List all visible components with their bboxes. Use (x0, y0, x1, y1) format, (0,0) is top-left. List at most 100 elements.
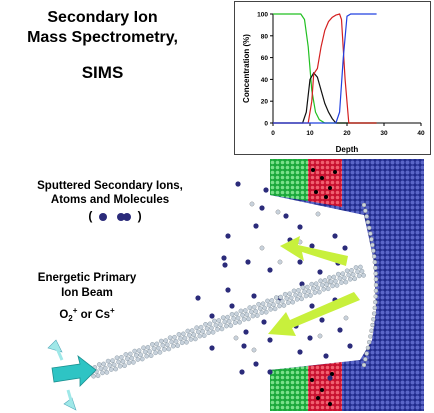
rim-atom (333, 170, 337, 174)
rim-atom (320, 388, 324, 392)
beam-atom (119, 354, 124, 360)
beam-atom (321, 286, 327, 292)
crater-surface-atom (368, 231, 373, 236)
beam-atom (181, 331, 186, 337)
beam-atom (232, 320, 238, 325)
y-tick-label: 0 (264, 121, 268, 128)
beam-atom (176, 332, 182, 337)
beam-atom (150, 342, 155, 347)
beam-atom (148, 353, 154, 358)
beam-atom (271, 302, 276, 307)
sputtered-ion (235, 181, 241, 187)
crater-surface-atom (371, 317, 376, 322)
sputtered-ion (209, 313, 215, 319)
sputtered-ion (225, 233, 231, 239)
rim-atom (328, 186, 332, 190)
crater-surface-atom (363, 357, 368, 362)
beam-atom (339, 280, 344, 285)
beam-atom (231, 316, 236, 321)
single-ion-icon (98, 212, 107, 221)
beam-atom (313, 281, 319, 287)
crater-surface-atom (364, 214, 369, 219)
beam-atom (306, 288, 312, 294)
beam-atom (167, 335, 173, 341)
beam-atom (222, 319, 228, 325)
sputtered-ion (241, 343, 247, 349)
substrate (270, 159, 424, 411)
beam-atom (302, 289, 307, 295)
beam-atom (224, 323, 229, 329)
sputtered-atom (277, 259, 283, 265)
beam-atom (259, 310, 265, 315)
beam-atom (187, 332, 192, 338)
beam-atom (164, 342, 170, 348)
beam-atom (238, 308, 244, 314)
beam-atom (228, 323, 234, 328)
beam-atom (219, 326, 225, 332)
sputtered-ion (337, 327, 343, 333)
beam-atom (318, 278, 323, 284)
beam-label-line-1: Energetic Primary (37, 272, 137, 284)
beam-atom (226, 319, 232, 324)
beam-atom (303, 293, 309, 299)
beam-atom (111, 362, 117, 368)
beam-atom (160, 342, 166, 348)
sputtered-ion (195, 295, 201, 301)
beam-atom (95, 373, 101, 379)
ejection-arrow-lower-icon (268, 292, 360, 336)
sputtered-label-line-2: Atoms and Molecules (50, 194, 170, 206)
series-line-3 (273, 13, 377, 124)
series-line-1 (273, 71, 377, 124)
beam-atom (133, 352, 139, 358)
y-axis-label: Concentration (%) (242, 34, 251, 103)
rim-atom (314, 190, 318, 194)
rim-atom (324, 195, 328, 199)
crater-surface-atom (365, 219, 371, 225)
y-tick-label: 60 (261, 55, 269, 62)
beam-atom (142, 349, 148, 355)
ejection-arrows (268, 236, 360, 336)
molecule-icon-b (123, 212, 131, 221)
beam-atom (277, 303, 282, 309)
beam-atom (300, 285, 306, 290)
beam-atom (317, 289, 322, 295)
beam-atom (327, 275, 332, 280)
sputtered-ion (319, 317, 325, 323)
beam-atom (172, 334, 177, 340)
rim-atom (320, 176, 324, 180)
crater-surface-atom (373, 288, 379, 293)
sputtered-ion (263, 187, 269, 193)
beam-atom (101, 361, 106, 367)
beam-atom (126, 360, 132, 366)
rim-atom (311, 168, 315, 172)
beam-atom (189, 328, 195, 333)
title-acronym: SIMS (81, 63, 124, 82)
beam-atom (207, 321, 213, 327)
beam-atom (154, 341, 160, 347)
sputtered-ion (222, 262, 228, 268)
red-layer-bottom (308, 362, 342, 411)
sputtered-ion (239, 369, 245, 375)
beam-atom (151, 346, 157, 351)
beam-atom (255, 313, 260, 318)
beam-atom (170, 343, 176, 349)
sputtered-ion (209, 345, 215, 351)
beam-atom (290, 299, 296, 305)
beam-atom (244, 312, 250, 317)
beam-atom (359, 268, 365, 274)
beam-atom (191, 332, 197, 338)
crater-surface-atom (361, 362, 367, 368)
species-cs: or Cs (77, 308, 110, 321)
beam-atom (156, 345, 161, 351)
sputtered-ion (267, 267, 273, 273)
species-cs-sup: + (110, 306, 115, 315)
crater-surface-atom (373, 294, 378, 299)
primary-ion-beam (88, 264, 366, 379)
beam-atom (104, 370, 110, 375)
crater-surface-atom (371, 254, 377, 259)
beam-atom (328, 279, 334, 285)
crater-surface-atom (372, 305, 378, 311)
beam-atom (246, 316, 251, 322)
beam-atom (109, 367, 114, 372)
